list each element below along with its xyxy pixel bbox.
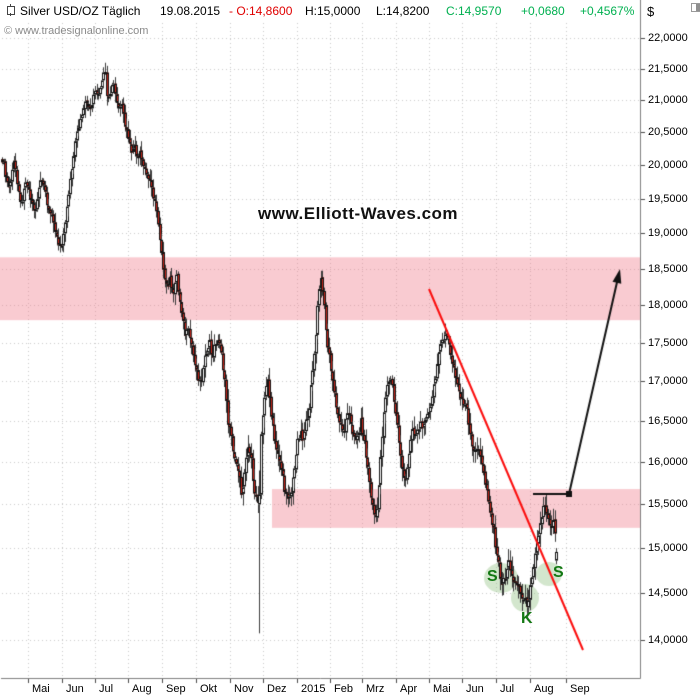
quote-low: L:14,8200 [376,4,430,18]
x-axis-label: Aug [132,683,152,695]
y-axis-label: 19,5000 [648,192,688,205]
y-axis-label: 16,0000 [648,456,688,469]
pattern-label-left-shoulder: S [487,568,498,585]
y-axis-label: 14,0000 [648,633,688,646]
x-axis-label: Okt [200,683,218,695]
quote-date: 19.08.2015 [160,4,221,18]
x-axis-label: Nov [234,683,254,695]
x-axis-label: Dez [267,683,287,695]
site-watermark: www.Elliott-Waves.com [258,204,459,223]
x-axis-label: Sep [570,683,590,695]
y-axis-label: 17,0000 [648,375,688,388]
y-axis-label: 14,5000 [648,587,688,600]
x-axis-label: Apr [400,683,418,695]
window-controls-icon[interactable] [691,3,700,12]
y-axis-label: 20,0000 [648,158,688,171]
x-axis-label: Mrz [366,683,385,695]
quote-close: C:14,9570 [446,4,502,18]
provider-watermark: © www.tradesignalonline.com [4,25,149,37]
instrument-title: Silver USD/OZ Täglich [20,4,141,18]
x-axis-label: Mai [32,683,50,695]
quote-change-abs: +0,0680 [521,4,565,18]
quote-high: H:15,0000 [305,4,361,18]
x-axis-label: Mai [433,683,451,695]
y-axis-label: 22,0000 [648,32,688,44]
x-axis-label: 2015 [301,683,326,695]
x-axis-label: Sep [166,683,186,695]
y-axis-label: 20,5000 [648,126,688,139]
x-axis-label: Jun [66,683,84,695]
x-axis-label: Aug [534,683,554,695]
y-axis-label: 15,5000 [648,498,688,511]
y-axis-label: 18,0000 [648,299,688,312]
x-axis-label: Jul [99,683,114,695]
x-axis-label: Jul [500,683,515,695]
pattern-label-head: K [521,610,533,627]
instrument-icon[interactable] [7,4,15,16]
y-axis-label: 17,5000 [648,336,688,349]
y-axis-label: 19,0000 [648,227,688,240]
y-axis-label: 16,5000 [648,415,688,428]
y-axis-label: 21,5000 [648,62,688,75]
y-axis-label: 18,5000 [648,262,688,275]
chart-header: Silver USD/OZ Täglich 19.08.2015 - O:14,… [0,0,700,21]
pattern-label-right-shoulder: S [553,564,564,581]
x-axis-label: Feb [334,683,353,695]
x-axis-label: Jun [466,683,484,695]
currency-label: $ [647,4,655,19]
quote-open: - O:14,8600 [229,4,293,18]
y-axis-label: 21,0000 [648,93,688,106]
y-axis-label: 15,0000 [648,542,688,555]
quote-change-pct: +0,4567% [580,4,635,18]
